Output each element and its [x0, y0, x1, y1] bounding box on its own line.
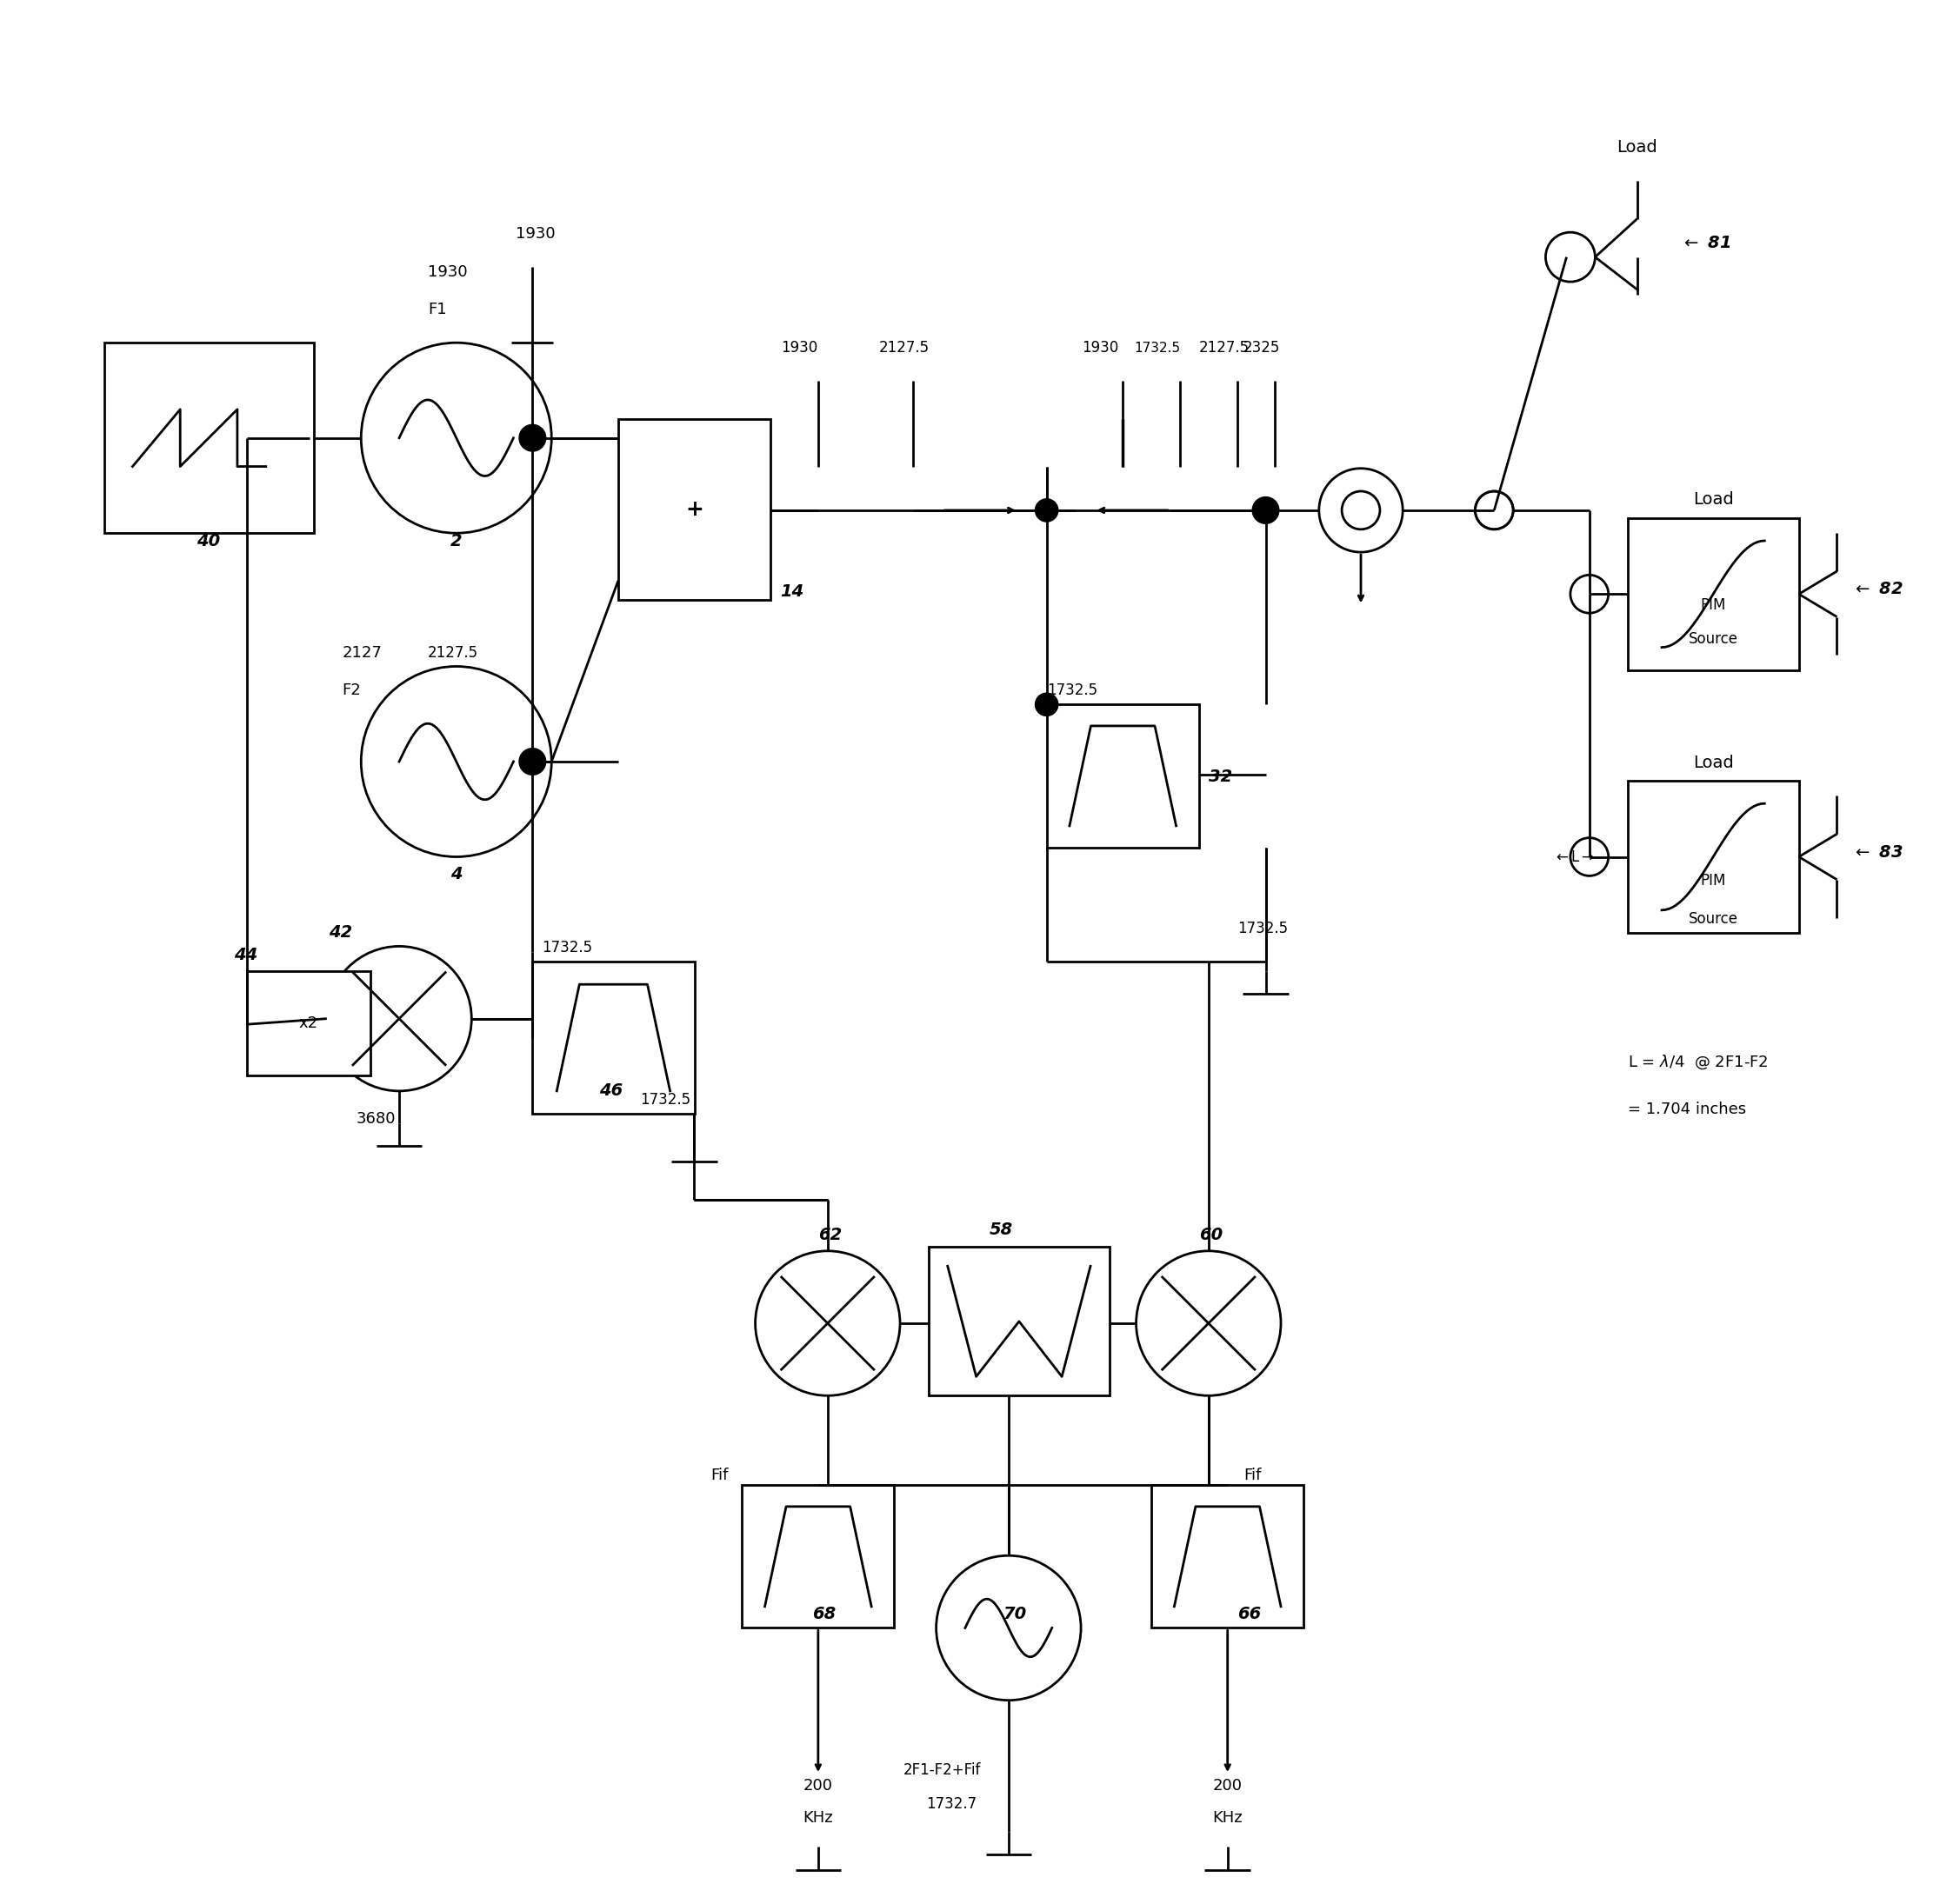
Text: 2127.5: 2127.5 [878, 341, 929, 356]
Text: 1732.5: 1732.5 [1237, 922, 1288, 937]
Circle shape [1252, 497, 1280, 524]
Text: KHz: KHz [1213, 1811, 1243, 1826]
Text: 70: 70 [1004, 1605, 1027, 1622]
Text: Load: Load [1693, 754, 1733, 771]
Text: 68: 68 [811, 1605, 837, 1622]
Text: 2127.5: 2127.5 [1198, 341, 1249, 356]
Text: 46: 46 [600, 1081, 623, 1099]
Text: 200: 200 [1213, 1778, 1243, 1794]
Text: Load: Load [1617, 139, 1658, 156]
Text: PIM: PIM [1701, 874, 1727, 889]
Text: $\leftarrow$ 81: $\leftarrow$ 81 [1682, 234, 1731, 251]
Text: 2325: 2325 [1243, 341, 1280, 356]
Text: 66: 66 [1237, 1605, 1260, 1622]
Circle shape [519, 425, 545, 451]
Bar [247, 971, 370, 1076]
Text: 2F1-F2+Fif: 2F1-F2+Fif [904, 1763, 980, 1778]
Text: $\leftarrow$ 82: $\leftarrow$ 82 [1852, 581, 1903, 598]
Text: 3680: 3680 [357, 1112, 396, 1127]
Circle shape [1035, 693, 1058, 716]
Text: 1930: 1930 [515, 227, 555, 242]
Circle shape [519, 748, 545, 775]
Text: 1930: 1930 [427, 265, 466, 280]
Text: 42: 42 [329, 923, 353, 941]
Text: 1732.7: 1732.7 [927, 1797, 976, 1813]
Bar [929, 1247, 1109, 1396]
Text: 1930: 1930 [780, 341, 817, 356]
Text: 200: 200 [804, 1778, 833, 1794]
Text: 1732.5: 1732.5 [543, 941, 592, 956]
Text: L = $\lambda$/4  @ 2F1-F2: L = $\lambda$/4 @ 2F1-F2 [1627, 1053, 1768, 1070]
Text: KHz: KHz [804, 1811, 833, 1826]
Bar [1047, 704, 1200, 847]
Text: 14: 14 [780, 583, 804, 600]
Text: 2: 2 [451, 533, 463, 550]
Text: F2: F2 [343, 684, 361, 699]
Text: $\leftarrow$L$\rightarrow$: $\leftarrow$L$\rightarrow$ [1552, 849, 1595, 864]
Text: 1930: 1930 [1082, 341, 1119, 356]
Bar [1627, 518, 1799, 670]
Text: Source: Source [1688, 632, 1739, 647]
Bar [617, 419, 770, 600]
Text: x2: x2 [300, 1015, 318, 1032]
Text: Load: Load [1693, 491, 1733, 508]
Bar [1151, 1485, 1303, 1628]
Text: 62: 62 [817, 1226, 843, 1243]
Text: F1: F1 [427, 303, 447, 318]
Text: 1732.5: 1732.5 [1047, 684, 1098, 699]
Text: Source: Source [1688, 912, 1739, 927]
Text: 58: 58 [990, 1220, 1013, 1238]
Bar [1627, 781, 1799, 933]
Text: 2127: 2127 [343, 645, 382, 661]
Text: $\leftarrow$ 83: $\leftarrow$ 83 [1852, 843, 1903, 861]
Text: 4: 4 [451, 866, 463, 883]
Text: 44: 44 [233, 946, 257, 963]
Text: 40: 40 [196, 533, 221, 550]
Text: 60: 60 [1200, 1226, 1223, 1243]
Text: = 1.704 inches: = 1.704 inches [1627, 1102, 1746, 1118]
Text: 32: 32 [1209, 769, 1233, 784]
Text: 1732.5: 1732.5 [641, 1093, 692, 1108]
Text: Fif: Fif [710, 1468, 727, 1483]
Text: PIM: PIM [1701, 598, 1727, 613]
Bar [743, 1485, 894, 1628]
Text: Fif: Fif [1243, 1468, 1260, 1483]
Text: 2127.5: 2127.5 [427, 645, 478, 661]
Text: 1732.5: 1732.5 [1135, 343, 1180, 354]
Text: +: + [686, 499, 704, 520]
Circle shape [1035, 499, 1058, 522]
Bar [104, 343, 314, 533]
Bar [533, 962, 694, 1114]
